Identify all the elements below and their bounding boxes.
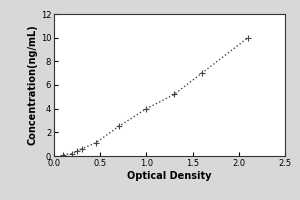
Point	[93, 141, 98, 145]
Point	[70, 152, 75, 155]
Point	[200, 72, 204, 75]
Point	[75, 150, 80, 153]
Y-axis label: Concentration(ng/mL): Concentration(ng/mL)	[28, 25, 38, 145]
Point	[116, 125, 121, 128]
Point	[144, 107, 149, 110]
Point	[79, 147, 84, 151]
X-axis label: Optical Density: Optical Density	[127, 171, 212, 181]
Point	[246, 36, 250, 39]
Point	[61, 153, 66, 156]
Point	[172, 93, 176, 96]
